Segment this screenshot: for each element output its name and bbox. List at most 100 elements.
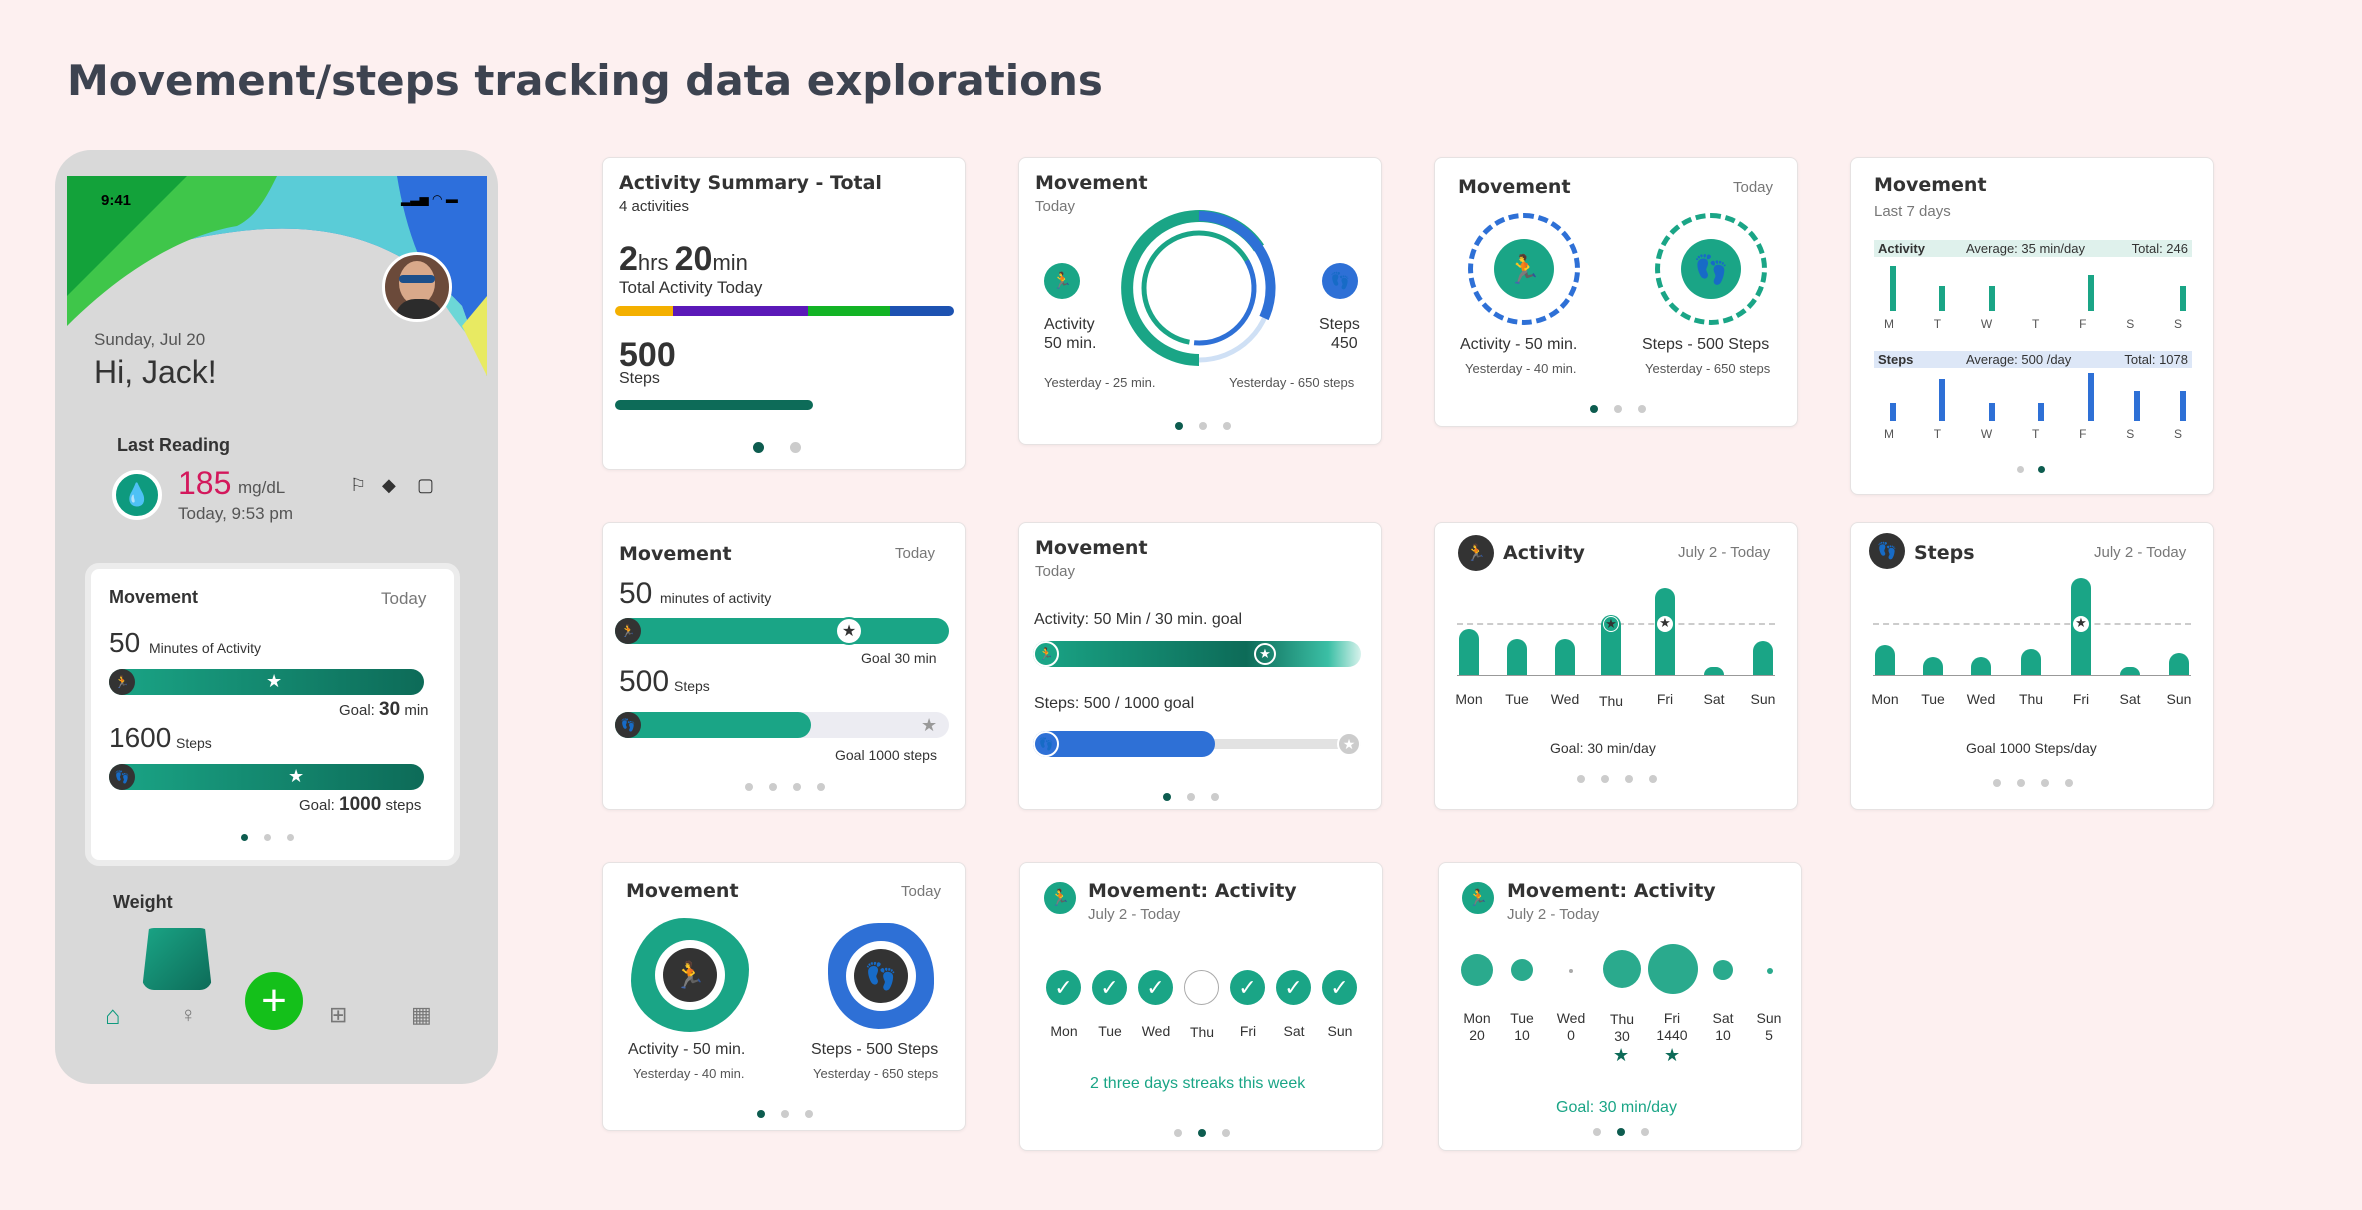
bubble-wed — [1569, 969, 1573, 973]
add-button[interactable]: + — [245, 972, 303, 1030]
movement-progress-card[interactable]: Movement Today 50 minutes of activity 🏃 … — [602, 522, 966, 810]
pager-dots[interactable] — [745, 783, 825, 791]
pager-dots[interactable] — [1174, 1129, 1230, 1137]
axis-label: Thu — [1598, 693, 1624, 709]
goal-steps: Goal: 1000 steps — [299, 794, 422, 815]
axis-label: Tue — [1510, 1010, 1534, 1026]
avatar[interactable] — [382, 252, 452, 322]
footsteps-icon: 👣 — [1322, 263, 1358, 299]
axis-label: Sat — [1283, 1023, 1305, 1039]
pager-dots[interactable] — [2017, 466, 2045, 473]
day-check-thu[interactable] — [1184, 970, 1219, 1005]
activity-summary-card[interactable]: Activity Summary - Total 4 activities 2h… — [602, 157, 966, 470]
axis-label: Sat — [1703, 691, 1725, 707]
axis-label: Wed — [1141, 1023, 1171, 1039]
note-icon[interactable]: ▢ — [417, 475, 435, 495]
day-check-wed[interactable]: ✓ — [1138, 970, 1173, 1005]
exercise-icon[interactable]: ⚐ — [350, 475, 367, 495]
scale-icon — [142, 928, 212, 990]
activity-yesterday: Yesterday - 40 min. — [633, 1066, 745, 1081]
widget-title: Movement — [109, 587, 199, 607]
axis-label: Fri — [1656, 691, 1674, 707]
axis-label: Mon — [1050, 1023, 1078, 1039]
goal-star-icon: ★ — [835, 617, 863, 645]
movement-goal-card[interactable]: Movement Today Activity: 50 Min / 30 min… — [1018, 522, 1382, 810]
day-check-tue[interactable]: ✓ — [1092, 970, 1127, 1005]
pager-dots[interactable] — [757, 1110, 813, 1118]
activity-bubble-card[interactable]: 🏃 Movement: Activity July 2 - Today Mon … — [1438, 862, 1802, 1151]
value-label: 5 — [1765, 1027, 1773, 1043]
activity-chart-card[interactable]: 🏃 Activity July 2 - Today ★ ★ Mon Tue We… — [1434, 522, 1798, 810]
steps-head: Steps — [1878, 352, 1914, 367]
pager-dots[interactable] — [1163, 793, 1219, 801]
nav-bulb-icon[interactable]: ♀ — [180, 1002, 197, 1027]
pager-dots[interactable] — [1175, 422, 1231, 430]
day-check-sun[interactable]: ✓ — [1322, 970, 1357, 1005]
card-period: Today — [895, 545, 936, 562]
steps-total: Total: 1078 — [2124, 352, 2188, 367]
card-title: Activity Summary - Total — [619, 172, 882, 194]
activity-label: Activity: 50 Min / 30 min. goal — [1034, 611, 1243, 628]
pager-dots[interactable] — [1590, 405, 1646, 413]
status-time: 9:41 — [101, 192, 132, 209]
bubble-mon — [1461, 954, 1493, 986]
segment-3 — [808, 306, 890, 316]
nav-home-icon[interactable]: ⌂ — [105, 1000, 121, 1030]
axis-label: Wed — [1966, 691, 1996, 707]
card-period: Today — [1733, 179, 1774, 196]
nav-basket-icon[interactable]: ⊞ — [329, 1002, 348, 1027]
movement-widget[interactable]: Movement Today 50 Minutes of Activity 🏃 … — [85, 563, 460, 866]
yesterday-steps: Yesterday - 650 steps — [1229, 375, 1355, 390]
bar-wed — [1971, 657, 1991, 675]
bar-tue — [1923, 657, 1943, 675]
pager-dots[interactable] — [1593, 1128, 1649, 1136]
running-icon: 🏃 — [1042, 880, 1078, 916]
movement-ring-card[interactable]: Movement Today 🏃 Activity 50 min. 👣 Step… — [1018, 157, 1382, 445]
bar-sun — [2169, 653, 2189, 675]
steps-label: Steps — [1319, 316, 1360, 333]
tag-icon[interactable]: ◆ — [382, 475, 396, 495]
running-icon: 🏃 — [1044, 263, 1080, 299]
nav-calendar-icon[interactable]: ▦ — [411, 1002, 432, 1027]
minutes-value: 50 — [109, 627, 141, 658]
segment-4 — [889, 306, 954, 316]
baseline — [1457, 675, 1775, 676]
pager-dots[interactable] — [1993, 779, 2073, 787]
pager-dots[interactable] — [753, 442, 801, 453]
axis-label: Sun — [1327, 1023, 1353, 1039]
axis-label: Tue — [1505, 691, 1529, 707]
day-check-fri[interactable]: ✓ — [1230, 970, 1265, 1005]
thu-star-icon: ★ — [1613, 1045, 1630, 1065]
movement-burst-card[interactable]: Movement Today 🏃 Activity - 50 min. Yest… — [1434, 157, 1798, 427]
steps-goal-star-icon: ★ — [1337, 732, 1361, 756]
day-check-mon[interactable]: ✓ — [1046, 970, 1081, 1005]
card-title: Movement — [1874, 174, 1987, 196]
fri-star-icon: ★ — [2073, 616, 2089, 632]
activity-progress-bar — [109, 669, 424, 695]
page-title: Movement/steps tracking data exploration… — [67, 56, 1103, 105]
last-reading-title: Last Reading — [117, 435, 231, 455]
steps-chart-card[interactable]: 👣 Steps July 2 - Today ★ Mon Tue Wed Thu… — [1850, 522, 2214, 810]
steps-goal-star-icon: ★ — [288, 766, 305, 786]
minutes-value: 50 — [619, 577, 653, 610]
pager-dots[interactable] — [241, 834, 294, 841]
pager-dots[interactable] — [1577, 775, 1657, 783]
card-subtitle: Today — [1035, 563, 1076, 580]
greeting: Hi, Jack! — [94, 354, 217, 390]
day-check-sat[interactable]: ✓ — [1276, 970, 1311, 1005]
footsteps-icon: 👣 — [109, 764, 135, 790]
movement-weekly-card[interactable]: Movement Last 7 days Activity Average: 3… — [1850, 157, 2214, 495]
widget-period: Today — [381, 589, 427, 608]
segment-2 — [672, 306, 809, 316]
footsteps-icon: 👣 — [615, 712, 641, 738]
segment-1 — [615, 306, 673, 316]
axis-label: Sat — [2119, 691, 2141, 707]
activity-streak-card[interactable]: 🏃 Movement: Activity July 2 - Today ✓ ✓ … — [1019, 862, 1383, 1151]
phone-mockup: 9:41 ▂▃▅ ◠ ▬ Sunday, Jul 20 Hi, Jack! La… — [55, 150, 498, 1084]
axis-label: Fri — [2072, 691, 2090, 707]
movement-blob-card[interactable]: Movement Today 🏃 Activity - 50 min. Yest… — [602, 862, 966, 1131]
